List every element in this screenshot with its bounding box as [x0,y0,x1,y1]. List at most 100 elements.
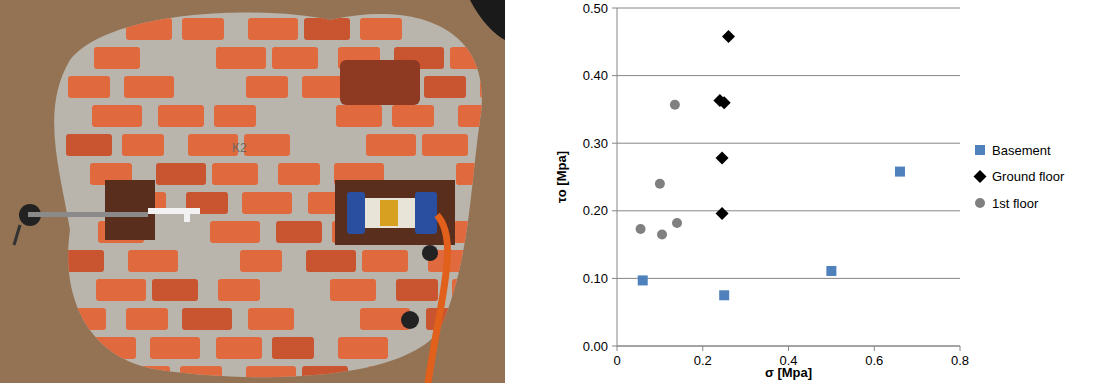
legend-label: Ground floor [992,169,1065,184]
jack-end [415,192,437,234]
brick [92,105,142,127]
x-tick-label: 0.8 [951,353,969,368]
brick [246,76,288,98]
point [722,30,735,43]
brick [180,366,222,383]
brick [306,250,356,272]
brick [68,76,110,98]
brick [330,279,376,301]
axes: 0.000.100.200.300.400.5000.20.40.60.8σ [… [554,1,969,381]
brick [518,279,564,301]
brick [338,337,388,359]
jack-label [380,200,398,226]
y-tick-label: 0.10 [583,271,608,286]
brick [244,134,290,156]
brick [426,308,472,330]
grid-line [617,8,960,9]
point [718,96,731,109]
x-tick [874,346,875,351]
brick [96,279,146,301]
x-tick-label: 0.2 [694,353,712,368]
legend-marker [975,145,985,155]
x-tick-label: 0.6 [865,353,883,368]
brick [488,134,530,156]
brick [516,337,566,359]
brick [210,221,260,243]
brick [150,337,200,359]
legend-marker [975,198,985,208]
legend-label: 1st floor [992,196,1039,211]
brick [158,105,204,127]
brick [548,18,590,40]
dark-brick [340,60,420,105]
brick [456,163,498,185]
brick [304,18,350,40]
y-tick [612,210,617,211]
x-axis-title: σ [Mpa] [765,365,812,380]
brick [156,163,206,185]
point [638,275,648,285]
photo-background [0,0,505,383]
grid-line [617,278,960,279]
page: K20.000.100.200.300.400.5000.20.40.60.8σ… [0,0,1107,383]
point [716,207,729,220]
brick [272,337,314,359]
brick [276,221,322,243]
mortar-patch [54,13,482,378]
y-tick-label: 0.30 [583,136,608,151]
brick [240,250,282,272]
brick [126,308,168,330]
brick [392,105,434,127]
brick [218,279,260,301]
gauge-cable [14,225,20,245]
brick [572,47,622,69]
y-tick [612,278,617,279]
brick [482,308,524,330]
brick [278,163,320,185]
brick [422,134,468,156]
point [636,224,646,234]
legend-marker [974,170,987,183]
brick [212,163,258,185]
brick [248,308,294,330]
photo-tint [0,0,505,383]
series [638,167,905,301]
brick [124,366,170,383]
brick [546,366,588,383]
brick [60,308,106,330]
slot-right [335,180,455,245]
series [636,100,682,240]
brick [368,366,410,383]
brick [362,250,408,272]
point [657,229,667,239]
point [672,218,682,228]
photo-annotation: K2 [232,141,247,155]
brick [128,250,178,272]
brick [152,279,198,301]
brick [182,308,232,330]
y-axis-line [617,8,618,346]
x-tick [788,346,789,351]
brick [122,134,164,156]
x-tick [960,346,961,351]
brick [242,192,292,214]
brick [454,221,500,243]
brick [424,76,466,98]
legend-item: 1st floor [975,196,1039,211]
point [655,179,665,189]
x-tick-label: 0 [613,353,620,368]
y-tick-label: 0.40 [583,68,608,83]
y-tick [612,8,617,9]
brick [396,279,438,301]
brick [572,337,618,359]
brick [548,308,598,330]
point [826,266,836,276]
brick [188,134,238,156]
grid-line [617,75,960,76]
brick [94,337,136,359]
brick [94,47,140,69]
legend-item: Ground floor [974,169,1065,184]
y-axis-title: τo [Mpa] [554,151,569,203]
point [719,290,729,300]
point [670,100,680,110]
